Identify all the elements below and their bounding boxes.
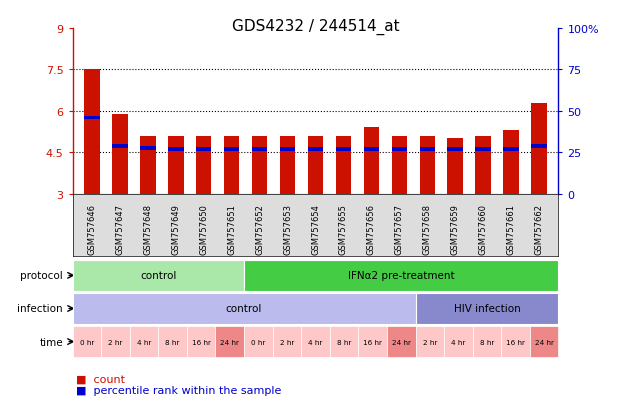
Text: control: control — [140, 271, 177, 281]
Text: GDS4232 / 244514_at: GDS4232 / 244514_at — [232, 19, 399, 35]
Text: 4 hr: 4 hr — [137, 339, 151, 345]
Text: 0 hr: 0 hr — [251, 339, 266, 345]
Text: ■  count: ■ count — [76, 374, 125, 384]
Bar — [308, 148, 323, 151]
Text: GSM757652: GSM757652 — [255, 203, 264, 254]
Bar — [447, 148, 463, 151]
Bar — [363, 148, 379, 151]
Text: GSM757649: GSM757649 — [172, 203, 180, 254]
Text: 16 hr: 16 hr — [506, 339, 525, 345]
Text: GSM757655: GSM757655 — [339, 203, 348, 254]
Bar — [168, 148, 184, 151]
Text: GSM757659: GSM757659 — [451, 203, 459, 254]
Text: protocol: protocol — [20, 271, 63, 281]
Text: 2 hr: 2 hr — [423, 339, 437, 345]
Bar — [112, 114, 127, 194]
Bar — [504, 148, 519, 151]
Bar — [531, 145, 546, 148]
Bar — [168, 136, 184, 194]
Bar — [336, 148, 351, 151]
Text: 4 hr: 4 hr — [451, 339, 466, 345]
Text: GSM757651: GSM757651 — [227, 203, 236, 254]
Text: 24 hr: 24 hr — [534, 339, 553, 345]
Bar — [392, 148, 407, 151]
Text: GSM757654: GSM757654 — [311, 203, 320, 254]
Text: GSM757662: GSM757662 — [534, 203, 543, 254]
Bar — [363, 128, 379, 194]
Text: GSM757647: GSM757647 — [115, 203, 124, 254]
Text: HIV infection: HIV infection — [454, 304, 521, 314]
Text: 8 hr: 8 hr — [337, 339, 351, 345]
Text: GSM757650: GSM757650 — [199, 203, 208, 254]
Text: ■  percentile rank within the sample: ■ percentile rank within the sample — [76, 385, 281, 395]
Bar — [504, 131, 519, 194]
Text: GSM757648: GSM757648 — [143, 203, 153, 254]
Bar — [420, 148, 435, 151]
Bar — [336, 136, 351, 194]
Text: infection: infection — [18, 304, 63, 314]
Text: 0 hr: 0 hr — [80, 339, 94, 345]
Bar — [280, 148, 295, 151]
Bar — [252, 136, 268, 194]
Text: GSM757657: GSM757657 — [395, 203, 404, 254]
Text: 2 hr: 2 hr — [109, 339, 122, 345]
Bar — [531, 103, 546, 194]
Text: GSM757660: GSM757660 — [478, 203, 488, 254]
Text: 16 hr: 16 hr — [363, 339, 382, 345]
Bar — [447, 139, 463, 194]
Bar — [140, 136, 156, 194]
Text: 24 hr: 24 hr — [220, 339, 239, 345]
Text: 24 hr: 24 hr — [392, 339, 411, 345]
Bar — [392, 136, 407, 194]
Bar — [420, 136, 435, 194]
Text: control: control — [226, 304, 262, 314]
Bar — [224, 136, 239, 194]
Bar — [280, 136, 295, 194]
Text: GSM757653: GSM757653 — [283, 203, 292, 254]
Bar — [475, 148, 491, 151]
Text: 4 hr: 4 hr — [309, 339, 322, 345]
Text: GSM757658: GSM757658 — [423, 203, 432, 254]
Bar — [85, 70, 100, 194]
Bar — [308, 136, 323, 194]
Text: 2 hr: 2 hr — [280, 339, 294, 345]
Bar — [112, 145, 127, 148]
Text: 8 hr: 8 hr — [480, 339, 494, 345]
Bar — [140, 147, 156, 150]
Text: 16 hr: 16 hr — [192, 339, 211, 345]
Text: time: time — [40, 337, 63, 347]
Bar — [196, 148, 211, 151]
Text: GSM757646: GSM757646 — [88, 203, 97, 254]
Text: IFNα2 pre-treatment: IFNα2 pre-treatment — [348, 271, 454, 281]
Text: 8 hr: 8 hr — [165, 339, 180, 345]
Bar — [85, 117, 100, 120]
Bar — [224, 148, 239, 151]
Text: GSM757661: GSM757661 — [507, 203, 516, 254]
Bar — [252, 148, 268, 151]
Bar — [475, 136, 491, 194]
Bar — [196, 136, 211, 194]
Text: GSM757656: GSM757656 — [367, 203, 376, 254]
